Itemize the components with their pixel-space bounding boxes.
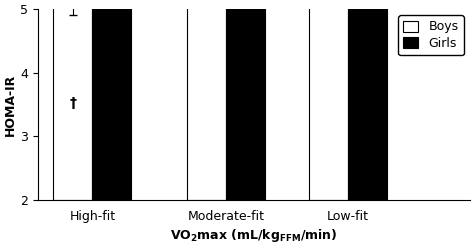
Bar xyxy=(227,0,265,200)
Text: *: * xyxy=(364,12,371,26)
X-axis label: $\bf{VO_2}$$\bf{max\ (mL/kg_{FFM}/min)}$: $\bf{VO_2}$$\bf{max\ (mL/kg_{FFM}/min)}$ xyxy=(170,227,337,244)
Bar xyxy=(54,1,92,200)
Legend: Boys, Girls: Boys, Girls xyxy=(399,15,464,55)
Bar xyxy=(348,0,387,200)
Text: *: * xyxy=(109,33,116,47)
Bar xyxy=(309,0,348,200)
Y-axis label: HOMA-IR: HOMA-IR xyxy=(4,73,17,136)
Bar xyxy=(187,0,227,200)
Bar xyxy=(92,0,131,200)
Text: †: † xyxy=(70,96,76,110)
Text: *: * xyxy=(242,21,249,35)
